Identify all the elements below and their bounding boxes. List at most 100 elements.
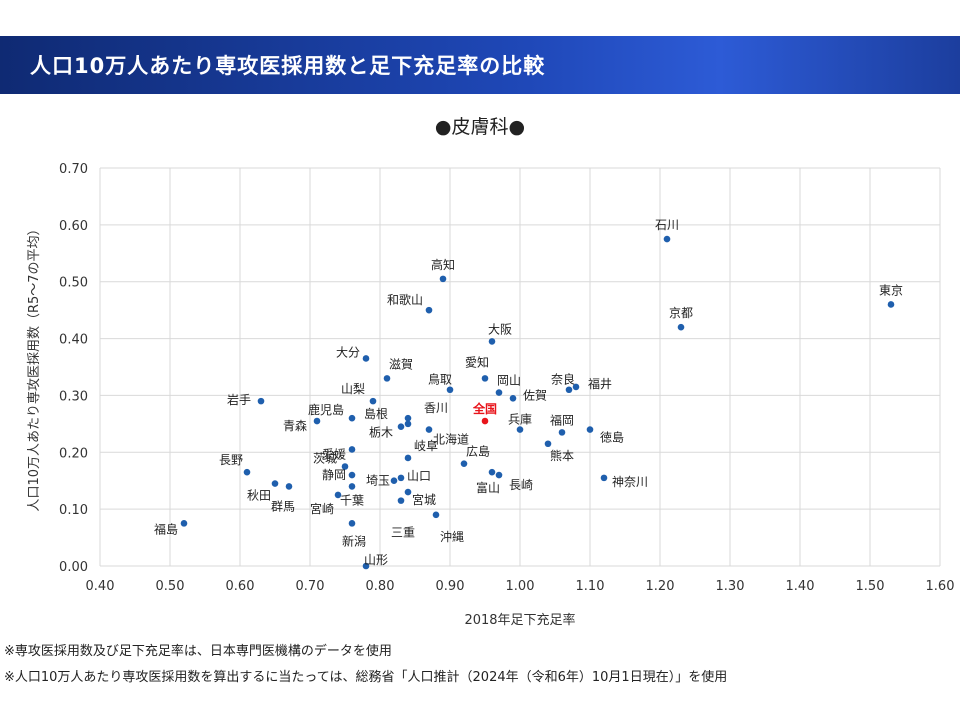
point-label-千葉: 千葉 [340, 493, 364, 507]
y-tick-label: 0.60 [59, 219, 88, 234]
point-埼玉 [390, 477, 398, 485]
y-tick-label: 0.40 [59, 333, 88, 348]
point-青森 [313, 417, 321, 425]
point-label-鹿児島: 鹿児島 [308, 402, 344, 417]
point-label-岡山: 岡山 [497, 374, 521, 388]
point-宮崎 [334, 491, 342, 499]
point-島根 [404, 420, 412, 428]
point-label-宮城: 宮城 [412, 492, 436, 507]
y-tick-label: 0.50 [59, 276, 88, 291]
point-福岡 [558, 429, 566, 436]
footnote-2: ※人口10万人あたり専攻医採用数を算出するに当たっては、総務省「人口推計（202… [4, 670, 728, 685]
point-label-岩手: 岩手 [227, 392, 251, 407]
point-広島 [460, 460, 468, 467]
point-宮城 [404, 488, 412, 496]
point-label-静岡: 静岡 [322, 468, 346, 482]
point-三重 [397, 497, 405, 504]
point-label-神奈川: 神奈川 [612, 475, 648, 489]
point-福井 [572, 383, 580, 391]
point-label-高知: 高知 [431, 257, 455, 272]
point-東京 [887, 301, 895, 308]
title-banner: 人口10万人あたり専攻医採用数と足下充足率の比較 [0, 36, 960, 94]
y-tick-label: 0.10 [59, 503, 88, 518]
y-tick-label: 0.30 [59, 389, 88, 404]
point-label-東京: 東京 [879, 283, 903, 297]
point-label-福井: 福井 [588, 376, 612, 391]
x-axis-label: 2018年足下充足率 [464, 612, 575, 628]
banner-title: 人口10万人あたり専攻医採用数と足下充足率の比較 [30, 54, 546, 78]
point-沖縄 [432, 511, 440, 519]
x-tick-label: 1.40 [786, 579, 815, 594]
point-奈良 [565, 386, 573, 394]
x-tick-label: 0.80 [366, 579, 395, 594]
point-label-三重: 三重 [391, 526, 415, 540]
point-label-奈良: 奈良 [551, 372, 575, 387]
point-label-全国: 全国 [472, 401, 497, 416]
point-label-福岡: 福岡 [550, 412, 574, 427]
point-石川 [663, 235, 671, 243]
point-山形 [362, 562, 370, 570]
point-label-山梨: 山梨 [341, 382, 365, 396]
point-label-大分: 大分 [336, 345, 360, 359]
point-label-山口: 山口 [407, 469, 431, 483]
point-群馬 [285, 483, 293, 490]
point-label-広島: 広島 [466, 444, 490, 459]
point-label-石川: 石川 [655, 218, 679, 232]
point-兵庫 [516, 426, 524, 433]
chart-title: ●皮膚科● [434, 116, 526, 138]
point-label-熊本: 熊本 [550, 448, 574, 463]
x-tick-label: 0.70 [296, 579, 325, 594]
point-北海道 [425, 426, 433, 433]
point-label-滋賀: 滋賀 [389, 357, 413, 371]
point-label-香川: 香川 [424, 401, 448, 415]
point-山梨 [369, 397, 377, 405]
point-神奈川 [600, 474, 608, 482]
x-tick-label: 0.50 [156, 579, 185, 594]
y-axis-label: 人口10万人あたり専攻医採用数（R5～7の平均） [27, 222, 42, 511]
point-京都 [677, 323, 685, 331]
point-長野 [243, 468, 251, 476]
x-tick-label: 1.50 [856, 579, 885, 594]
point-千葉 [348, 483, 356, 490]
y-tick-label: 0.00 [59, 560, 88, 575]
point-label-長崎: 長崎 [509, 478, 533, 492]
point-label-北海道: 北海道 [433, 432, 469, 447]
point-label-山形: 山形 [364, 553, 388, 567]
point-鳥取 [446, 386, 454, 394]
point-和歌山 [425, 306, 433, 314]
point-佐賀 [509, 394, 517, 402]
point-label-兵庫: 兵庫 [508, 413, 532, 427]
point-label-群馬: 群馬 [271, 499, 295, 513]
point-鹿児島 [348, 414, 356, 422]
point-愛知 [481, 375, 489, 382]
point-label-鳥取: 鳥取 [428, 372, 452, 387]
point-label-長野: 長野 [219, 453, 243, 467]
point-香川 [404, 414, 412, 422]
point-label-愛媛: 愛媛 [322, 447, 346, 461]
point-label-京都: 京都 [669, 306, 693, 320]
point-label-佐賀: 佐賀 [523, 388, 547, 402]
point-label-島根: 島根 [364, 406, 388, 421]
point-label-新潟: 新潟 [342, 533, 366, 548]
point-熊本 [544, 440, 552, 448]
point-全国 [481, 417, 489, 425]
point-高知 [439, 275, 447, 283]
point-大分 [362, 355, 370, 362]
point-label-徳島: 徳島 [600, 430, 624, 445]
x-tick-label: 1.20 [646, 579, 675, 594]
point-徳島 [586, 426, 594, 433]
point-愛媛 [348, 446, 356, 453]
x-tick-label: 0.40 [86, 579, 115, 594]
point-label-富山: 富山 [476, 480, 500, 495]
scatter-chart: 0.40 0.50 0.60 0.70 0.80 0.90 1.00 1.10 1.20 1.30… [27, 162, 955, 628]
point-label-青森: 青森 [283, 418, 307, 433]
point-label-福島: 福島 [154, 521, 178, 536]
x-tick-label: 1.10 [576, 579, 605, 594]
point-富山 [488, 468, 496, 476]
x-tick-label: 1.30 [716, 579, 745, 594]
point-岐阜 [404, 454, 412, 462]
point-label-岐阜: 岐阜 [414, 439, 438, 453]
point-秋田 [271, 480, 279, 487]
x-tick-label: 1.60 [926, 579, 955, 594]
point-label-沖縄: 沖縄 [440, 529, 464, 544]
